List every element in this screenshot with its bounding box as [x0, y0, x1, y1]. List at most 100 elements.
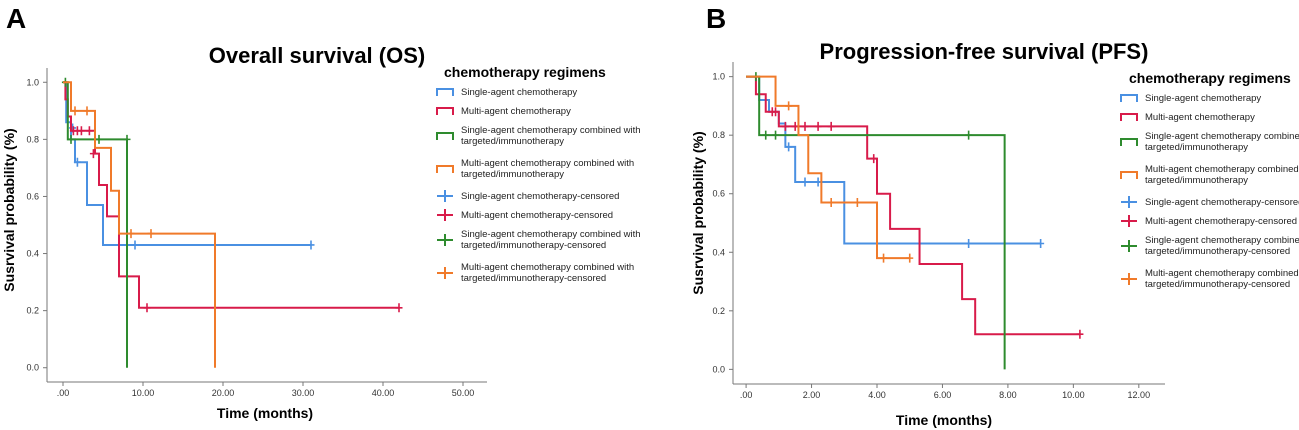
- legend-swatch-multi_combined: [436, 165, 454, 173]
- legend-swatch-multi_combined: [1120, 171, 1138, 179]
- pfs-x-axis-title: Time (months): [896, 412, 992, 428]
- os-legend-title: chemotherapy regimens: [444, 64, 606, 80]
- os-axes: 0.0 0.2 0.4 0.6 0.8 1.0 .00 10.00 20.00 30.00 40.0…: [26, 68, 487, 398]
- series-line-single: [63, 81, 311, 246]
- pfs-axes: 0.0 0.2 0.4 0.6 0.8 1.0 .00 2.00 4.00 6.00 8.00 10.…: [712, 62, 1165, 400]
- censor-mark-single_combined: [772, 130, 780, 140]
- legend-swatch-single_combined: [1120, 138, 1138, 146]
- x-tick-label: 10.00: [1062, 390, 1085, 400]
- censor-mark-multi_combined: [853, 198, 861, 208]
- series-line-multi_combined: [63, 81, 216, 368]
- legend-label-multi: Multi-agent chemotherapy: [461, 106, 571, 117]
- legend-label-single_combined: targeted/immunotherapy-censored: [461, 240, 606, 251]
- x-tick-label: 12.00: [1128, 390, 1151, 400]
- censor-mark-multi_combined: [71, 106, 79, 116]
- series-line-single: [746, 75, 1041, 245]
- y-tick-label: 0.0: [712, 364, 725, 374]
- y-tick-label: 0.6: [712, 189, 725, 199]
- legend-label-multi_combined: targeted/immunotherapy-censored: [1145, 279, 1290, 290]
- x-tick-label: 50.00: [452, 388, 475, 398]
- legend-label-single_combined: targeted/immunotherapy: [461, 136, 564, 147]
- censor-mark-multi_combined: [147, 229, 155, 239]
- censor-mark-multi_combined: [906, 253, 914, 263]
- legend-label-multi_combined: Multi-agent chemotherapy combined with: [461, 158, 634, 169]
- legend-label-single_combined: targeted/immunotherapy: [1145, 142, 1248, 153]
- censor-mark-single_combined: [123, 134, 131, 144]
- legend-label-single: Single-agent chemotherapy-censored: [1145, 197, 1299, 208]
- pfs-legend: Single-agent chemotherapy Multi-agent che…: [1120, 93, 1299, 290]
- x-tick-label: 40.00: [372, 388, 395, 398]
- legend-swatch-single: [1120, 94, 1138, 102]
- censor-mark-single: [801, 177, 809, 187]
- censor-mark-multi_combined: [127, 229, 135, 239]
- censor-mark-multi: [781, 121, 789, 131]
- os-x-axis-title: Time (months): [217, 405, 313, 421]
- x-tick-label: .00: [57, 388, 70, 398]
- x-tick-label: 8.00: [999, 390, 1017, 400]
- x-tick-label: 6.00: [934, 390, 952, 400]
- x-tick-label: .00: [740, 390, 753, 400]
- censor-mark-single: [1037, 238, 1045, 248]
- legend-label-multi_combined: Multi-agent chemotherapy combined with: [1145, 164, 1299, 175]
- y-tick-label: 0.8: [712, 130, 725, 140]
- censor-mark-multi: [827, 121, 835, 131]
- legend-label-single_combined: Single-agent chemotherapy combined with: [1145, 235, 1299, 246]
- legend-censor-swatch-multi_combined: [437, 267, 453, 279]
- pfs-legend-title: chemotherapy regimens: [1129, 70, 1291, 86]
- censor-mark-single_combined: [965, 130, 973, 140]
- censor-mark-multi_combined: [880, 253, 888, 263]
- legend-label-multi_combined: targeted/immunotherapy-censored: [461, 273, 606, 284]
- censor-mark-multi: [1076, 329, 1084, 339]
- pfs-chart-title: Progression-free survival (PFS): [820, 39, 1149, 64]
- legend-censor-swatch-multi: [437, 209, 453, 221]
- pfs-panel: B Progression-free survival (PFS) Time (…: [690, 3, 1299, 428]
- censor-mark-multi: [143, 303, 151, 313]
- censor-mark-multi: [89, 149, 97, 159]
- y-tick-label: 0.2: [26, 306, 39, 316]
- y-tick-label: 0.8: [26, 134, 39, 144]
- legend-label-multi: Multi-agent chemotherapy-censored: [461, 210, 613, 221]
- censor-mark-single_combined: [67, 134, 75, 144]
- legend-label-multi_combined: targeted/immunotherapy: [461, 169, 564, 180]
- legend-label-single: Single-agent chemotherapy-censored: [461, 191, 619, 202]
- x-tick-label: 2.00: [803, 390, 821, 400]
- series-line-multi: [63, 81, 399, 309]
- x-tick-label: 30.00: [292, 388, 315, 398]
- censor-mark-single: [73, 157, 81, 167]
- legend-swatch-single_combined: [436, 132, 454, 140]
- censor-mark-multi: [77, 126, 85, 136]
- legend-swatch-single: [436, 88, 454, 96]
- os-panel: A Overall survival (OS) Time (months) Su…: [1, 3, 641, 421]
- panel-letter-a: A: [6, 3, 26, 34]
- legend-swatch-multi: [1120, 113, 1138, 121]
- censor-mark-multi_combined: [83, 106, 91, 116]
- legend-censor-swatch-single_combined: [1121, 240, 1137, 252]
- censor-mark-multi_combined: [827, 198, 835, 208]
- pfs-y-axis-title: Susrvival probability (%): [690, 131, 706, 294]
- censor-mark-multi: [801, 121, 809, 131]
- y-tick-label: 0.4: [712, 247, 725, 257]
- y-tick-label: 0.4: [26, 249, 39, 259]
- censor-mark-multi: [870, 154, 878, 164]
- y-tick-label: 1.0: [712, 72, 725, 82]
- censor-mark-multi: [814, 121, 822, 131]
- os-plot: [61, 77, 403, 368]
- y-tick-label: 0.6: [26, 191, 39, 201]
- legend-censor-swatch-multi: [1121, 215, 1137, 227]
- legend-censor-swatch-single: [437, 190, 453, 202]
- legend-label-multi_combined: targeted/immunotherapy: [1145, 175, 1248, 186]
- censor-mark-multi: [395, 303, 403, 313]
- os-chart-title: Overall survival (OS): [209, 43, 425, 68]
- os-legend: Single-agent chemotherapy Multi-agent che…: [436, 87, 641, 284]
- censor-mark-single_combined: [95, 134, 103, 144]
- censor-mark-single: [965, 238, 973, 248]
- censor-mark-multi_combined: [785, 101, 793, 111]
- legend-censor-swatch-single_combined: [437, 234, 453, 246]
- y-tick-label: 0.2: [712, 306, 725, 316]
- legend-label-single: Single-agent chemotherapy: [1145, 93, 1261, 104]
- censor-mark-single: [307, 240, 315, 250]
- legend-label-single_combined: Single-agent chemotherapy combined with: [1145, 131, 1299, 142]
- x-tick-label: 10.00: [132, 388, 155, 398]
- legend-label-multi: Multi-agent chemotherapy: [1145, 112, 1255, 123]
